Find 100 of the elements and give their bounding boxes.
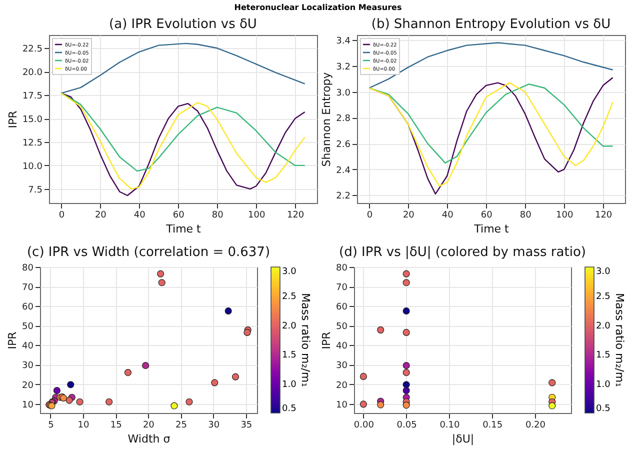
chart-title: (a) IPR Evolution vs δU <box>109 17 257 32</box>
color-bar-label: 3.0 <box>596 267 611 277</box>
y-tick-label: 80 <box>336 264 348 274</box>
point <box>67 381 74 388</box>
x-tick-label: 0.20 <box>525 420 546 430</box>
point <box>170 402 178 410</box>
x-tick-label: 0 <box>58 210 65 220</box>
point <box>158 279 166 286</box>
color-bar-label: 2.5 <box>282 292 296 302</box>
y-tick-label: 2.2 <box>336 192 350 202</box>
y-tick-label: 2.8 <box>336 114 351 124</box>
point <box>402 362 410 370</box>
y-tick-label: 3.2 <box>336 62 350 73</box>
chart-title: (c) IPR vs Width (correlation = 0.637) <box>26 245 270 260</box>
y-tick-label: 2.4 <box>336 166 351 176</box>
line-series <box>368 42 614 89</box>
color-bar-label: 1.0 <box>282 380 297 390</box>
y-tick-label: 50 <box>336 322 348 332</box>
y-tick-label: 10 <box>22 400 34 410</box>
y-tick-label: 40 <box>22 342 34 352</box>
x-tick-label: 20 <box>94 210 107 220</box>
x-tick-label: 0.15 <box>482 420 503 430</box>
x-tick-label: 0 <box>366 210 373 220</box>
x-tick-label: 5 <box>48 420 54 430</box>
y-tick-label: 22.5 <box>22 44 42 55</box>
color-bar-label: 0.5 <box>282 404 296 414</box>
y-tick-label: 70 <box>22 283 34 294</box>
x-tick-label: 120 <box>594 210 612 220</box>
y-tick-label: 2.6 <box>336 140 351 150</box>
point <box>402 381 410 388</box>
point <box>124 369 132 376</box>
x-tick-label: 0.00 <box>354 420 374 430</box>
y-tick-label: 50 <box>22 322 34 332</box>
y-tick-label: 15.0 <box>22 115 43 126</box>
point <box>106 398 113 406</box>
point <box>232 373 240 380</box>
line-series <box>60 92 306 172</box>
x-axis-title: |δU| <box>452 432 474 446</box>
x-tick-label: 10 <box>78 420 90 430</box>
x-tick-label: 80 <box>212 210 224 220</box>
point <box>211 379 218 386</box>
y-tick-label: 10.0 <box>22 162 43 172</box>
y-tick-label: 7.5 <box>28 185 42 196</box>
color-bar-label: 1.5 <box>282 350 296 361</box>
point <box>402 279 410 286</box>
point <box>548 379 556 386</box>
x-tick-label: 80 <box>520 210 532 220</box>
color-bar-label: 3.0 <box>282 267 297 277</box>
point <box>142 362 150 370</box>
x-tick-label: 60 <box>480 210 493 220</box>
point <box>402 307 410 315</box>
y-tick-label: 17.5 <box>22 92 42 102</box>
point <box>548 402 556 410</box>
point <box>377 401 384 408</box>
x-tick-label: 100 <box>248 210 266 220</box>
y-tick-label: 20.0 <box>22 68 43 78</box>
x-tick-label: 40 <box>442 210 454 220</box>
y-axis-title: IPR <box>6 331 20 350</box>
y-tick-label: 3.0 <box>336 88 351 98</box>
y-axis-title: IPR <box>6 110 20 128</box>
x-tick-label: 30 <box>208 420 220 430</box>
y-tick-label: 20 <box>22 380 34 391</box>
y-axis-title: Shannon Entropy <box>320 72 334 167</box>
chart-title: (b) Shannon Entropy Evolution vs δU <box>371 17 611 32</box>
point <box>402 402 410 409</box>
x-axis-title: Time t <box>165 222 202 236</box>
x-tick-label: 40 <box>134 210 146 220</box>
line-series <box>368 84 614 164</box>
y-axis-title: IPR <box>320 331 334 350</box>
y-tick-label: 12.5 <box>22 138 42 148</box>
color-bar-label: 2.0 <box>596 321 611 332</box>
point <box>402 270 410 278</box>
y-tick-label: 30 <box>22 361 34 372</box>
x-tick-label: 20 <box>142 420 155 430</box>
x-tick-label: 0.05 <box>396 420 417 430</box>
y-tick-label: 60 <box>22 302 34 313</box>
chart-title: (d) IPR vs |δU| (colored by mass ratio) <box>339 245 586 260</box>
y-tick-label: 70 <box>336 283 348 294</box>
x-axis-title: Width σ <box>128 432 170 446</box>
color-bar-label: 1.5 <box>596 350 610 361</box>
y-tick-label: 80 <box>22 264 34 274</box>
color-bar-label: 2.5 <box>596 292 610 302</box>
x-tick-label: 15 <box>110 420 122 430</box>
point <box>402 328 410 336</box>
y-tick-label: 20 <box>336 380 348 391</box>
color-bar-title: Mass ratio m₂/m₁ <box>299 292 312 388</box>
color-bar-label: 2.0 <box>282 321 297 332</box>
point <box>157 270 164 278</box>
y-tick-label: 3.4 <box>336 36 351 47</box>
point <box>377 326 384 334</box>
point <box>402 369 410 376</box>
x-tick-label: 25 <box>176 420 187 430</box>
x-tick-label: 100 <box>556 210 574 220</box>
point <box>402 386 410 394</box>
color-bar-label: 1.0 <box>596 380 611 390</box>
x-tick-label: 0.10 <box>440 420 460 430</box>
point <box>186 398 193 406</box>
point <box>66 396 73 404</box>
point <box>360 372 367 380</box>
text: Heteronuclear Localization Measures <box>233 3 403 12</box>
